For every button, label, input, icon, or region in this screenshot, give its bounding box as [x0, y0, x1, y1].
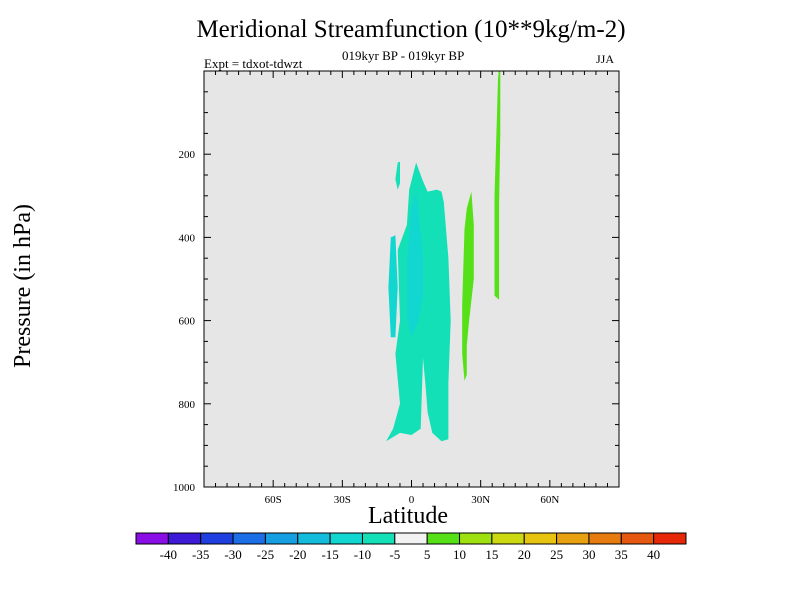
colorbar-label: 5	[424, 547, 431, 562]
chart-title: Meridional Streamfunction (10**9kg/m-2)	[196, 16, 626, 43]
colorbar-segment	[200, 532, 234, 545]
x-tick-label: 60S	[265, 494, 282, 506]
colorbar-label: -30	[224, 547, 241, 562]
y-tick-label: 1000	[173, 482, 196, 494]
x-tick-label: 0	[409, 494, 415, 506]
colorbar-segment	[523, 532, 558, 545]
experiment-label: Expt = tdxot-tdwzt	[204, 56, 303, 71]
colorbar-label: 30	[582, 547, 595, 562]
colorbar-segment	[135, 532, 169, 545]
colorbar-label: -20	[289, 547, 306, 562]
x-tick-label: 30N	[471, 494, 490, 506]
colorbar-segment	[491, 532, 525, 545]
x-tick-label: 30S	[334, 494, 351, 506]
colorbar-label: 25	[550, 547, 563, 562]
y-tick-label: 600	[179, 316, 196, 328]
y-tick-label: 800	[179, 399, 196, 411]
colorbar-segment	[232, 532, 266, 545]
x-tick-label: 60N	[540, 494, 559, 506]
colorbar-label: 15	[485, 547, 498, 562]
colorbar-label: -5	[389, 547, 400, 562]
contour-region-4	[462, 191, 474, 381]
season-label: JJA	[596, 52, 615, 66]
colorbar-segment	[329, 532, 363, 545]
y-tick-label: 200	[179, 149, 196, 161]
colorbar-segment	[653, 532, 687, 545]
colorbar-segment	[620, 532, 655, 545]
contour-region-2	[406, 191, 423, 338]
colorbar-label: 20	[518, 547, 531, 562]
contour-region-5	[494, 71, 501, 300]
colorbar-label: -10	[354, 547, 371, 562]
colorbar-segment	[297, 532, 331, 545]
colorbar-segment	[394, 532, 428, 545]
colorbar-label: -40	[160, 547, 177, 562]
colorbar-segment	[588, 532, 622, 545]
colorbar-label: -25	[257, 547, 274, 562]
contour-region-1	[395, 161, 400, 190]
colorbar-segment	[361, 532, 396, 545]
contour-region-3	[388, 235, 398, 338]
colorbar-label: 10	[453, 547, 466, 562]
x-axis-label: Latitude	[368, 503, 448, 529]
y-tick-label: 400	[179, 232, 196, 244]
colorbar-label: -35	[192, 547, 209, 562]
chart-subtitle: 019kyr BP - 019kyr BP	[342, 48, 465, 63]
colorbar-segment	[556, 532, 590, 545]
colorbar-segment	[264, 532, 299, 545]
colorbar-segment	[426, 532, 461, 545]
colorbar-label: 40	[647, 547, 660, 562]
colorbar-segment	[459, 532, 493, 545]
colorbar-segment	[167, 532, 202, 545]
colorbar-label: 35	[615, 547, 628, 562]
colorbar-label: -15	[321, 547, 338, 562]
